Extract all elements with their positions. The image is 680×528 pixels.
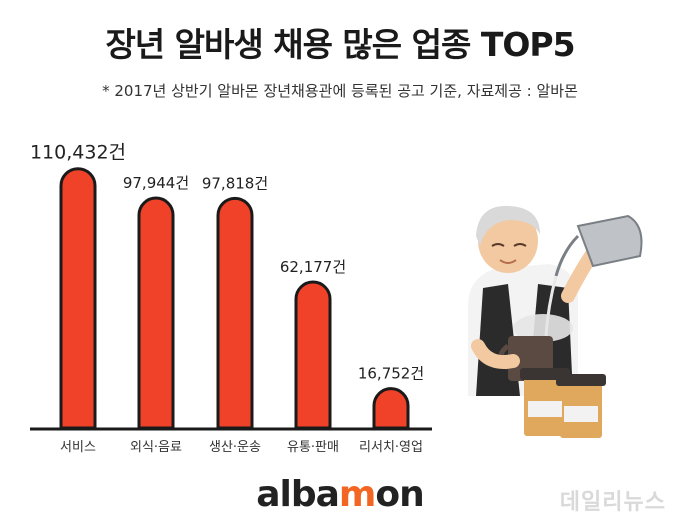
barista-illustration [468,205,643,438]
chart-subtitle: * 2017년 상반기 알바몬 장년채용관에 등록된 공고 기준, 자료제공 :… [102,82,578,100]
bar-2 [216,196,254,430]
albamon-logo: albamon [256,474,425,515]
category-label: 유통·판매 [287,440,339,455]
category-label: 서비스 [60,440,96,455]
category-label: 외식·음료 [130,440,182,455]
chart-title: 장년 알바생 채용 많은 업종 TOP5 [105,25,575,64]
bar-4 [372,387,410,430]
bar-1 [137,196,175,430]
bar-value-label: 97,944건 [123,174,189,192]
watermark-text: 데일리뉴스 [559,490,666,515]
category-label: 생산·운송 [209,440,261,455]
bar-3 [294,280,332,430]
bar-value-label: 97,818건 [202,174,268,192]
bar-0 [59,167,97,430]
bar-value-label: 110,432건 [30,142,126,164]
bar-value-label: 62,177건 [280,258,346,276]
category-label: 리서치·영업 [359,440,423,455]
bar-value-label: 16,752건 [358,365,424,383]
